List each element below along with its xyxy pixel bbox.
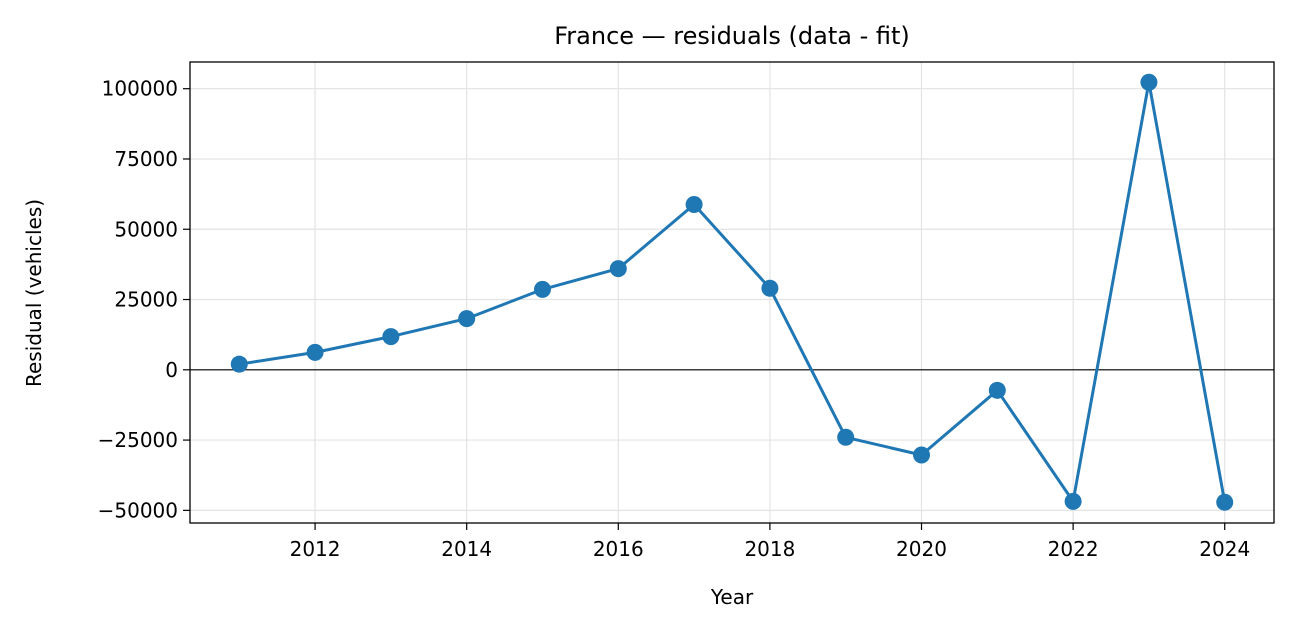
x-tick-label: 2014 bbox=[441, 537, 492, 561]
x-tick-label: 2024 bbox=[1199, 537, 1250, 561]
y-tick-label: 75000 bbox=[114, 147, 178, 171]
data-point bbox=[1140, 73, 1158, 91]
y-tick-label: 100000 bbox=[102, 77, 178, 101]
data-point bbox=[533, 280, 551, 298]
data-point bbox=[382, 328, 400, 346]
data-point bbox=[1064, 492, 1082, 510]
data-point bbox=[609, 260, 627, 278]
x-tick-label: 2012 bbox=[290, 537, 341, 561]
plot-frame bbox=[189, 61, 1275, 524]
data-point bbox=[458, 310, 476, 328]
y-axis-label: Residual (vehicles) bbox=[22, 199, 46, 387]
x-axis-label: Year bbox=[710, 585, 754, 609]
data-point bbox=[230, 355, 248, 373]
y-tick-label: 25000 bbox=[114, 288, 178, 312]
residual-series-line bbox=[239, 80, 1227, 503]
y-tick-label: −25000 bbox=[98, 428, 178, 452]
x-tick-label: 2018 bbox=[744, 537, 795, 561]
data-point bbox=[1216, 493, 1234, 511]
data-point bbox=[306, 343, 324, 361]
y-tick-label: 50000 bbox=[114, 217, 178, 241]
chart-title: France — residuals (data - fit) bbox=[554, 22, 910, 50]
x-tick-label: 2020 bbox=[896, 537, 947, 561]
tick-layer: 2012 2014 2016 2018 2020 2022 2024 −50000 −25000… bbox=[98, 77, 1251, 561]
series-layer bbox=[230, 73, 1234, 511]
data-point bbox=[685, 196, 703, 214]
data-point bbox=[913, 446, 931, 464]
x-tick-label: 2016 bbox=[593, 537, 644, 561]
x-tick-label: 2022 bbox=[1048, 537, 1099, 561]
y-tick-label: −50000 bbox=[98, 498, 178, 522]
data-point bbox=[761, 279, 779, 297]
data-point bbox=[837, 428, 855, 446]
data-point bbox=[988, 381, 1006, 399]
y-tick-label: 0 bbox=[165, 358, 178, 382]
